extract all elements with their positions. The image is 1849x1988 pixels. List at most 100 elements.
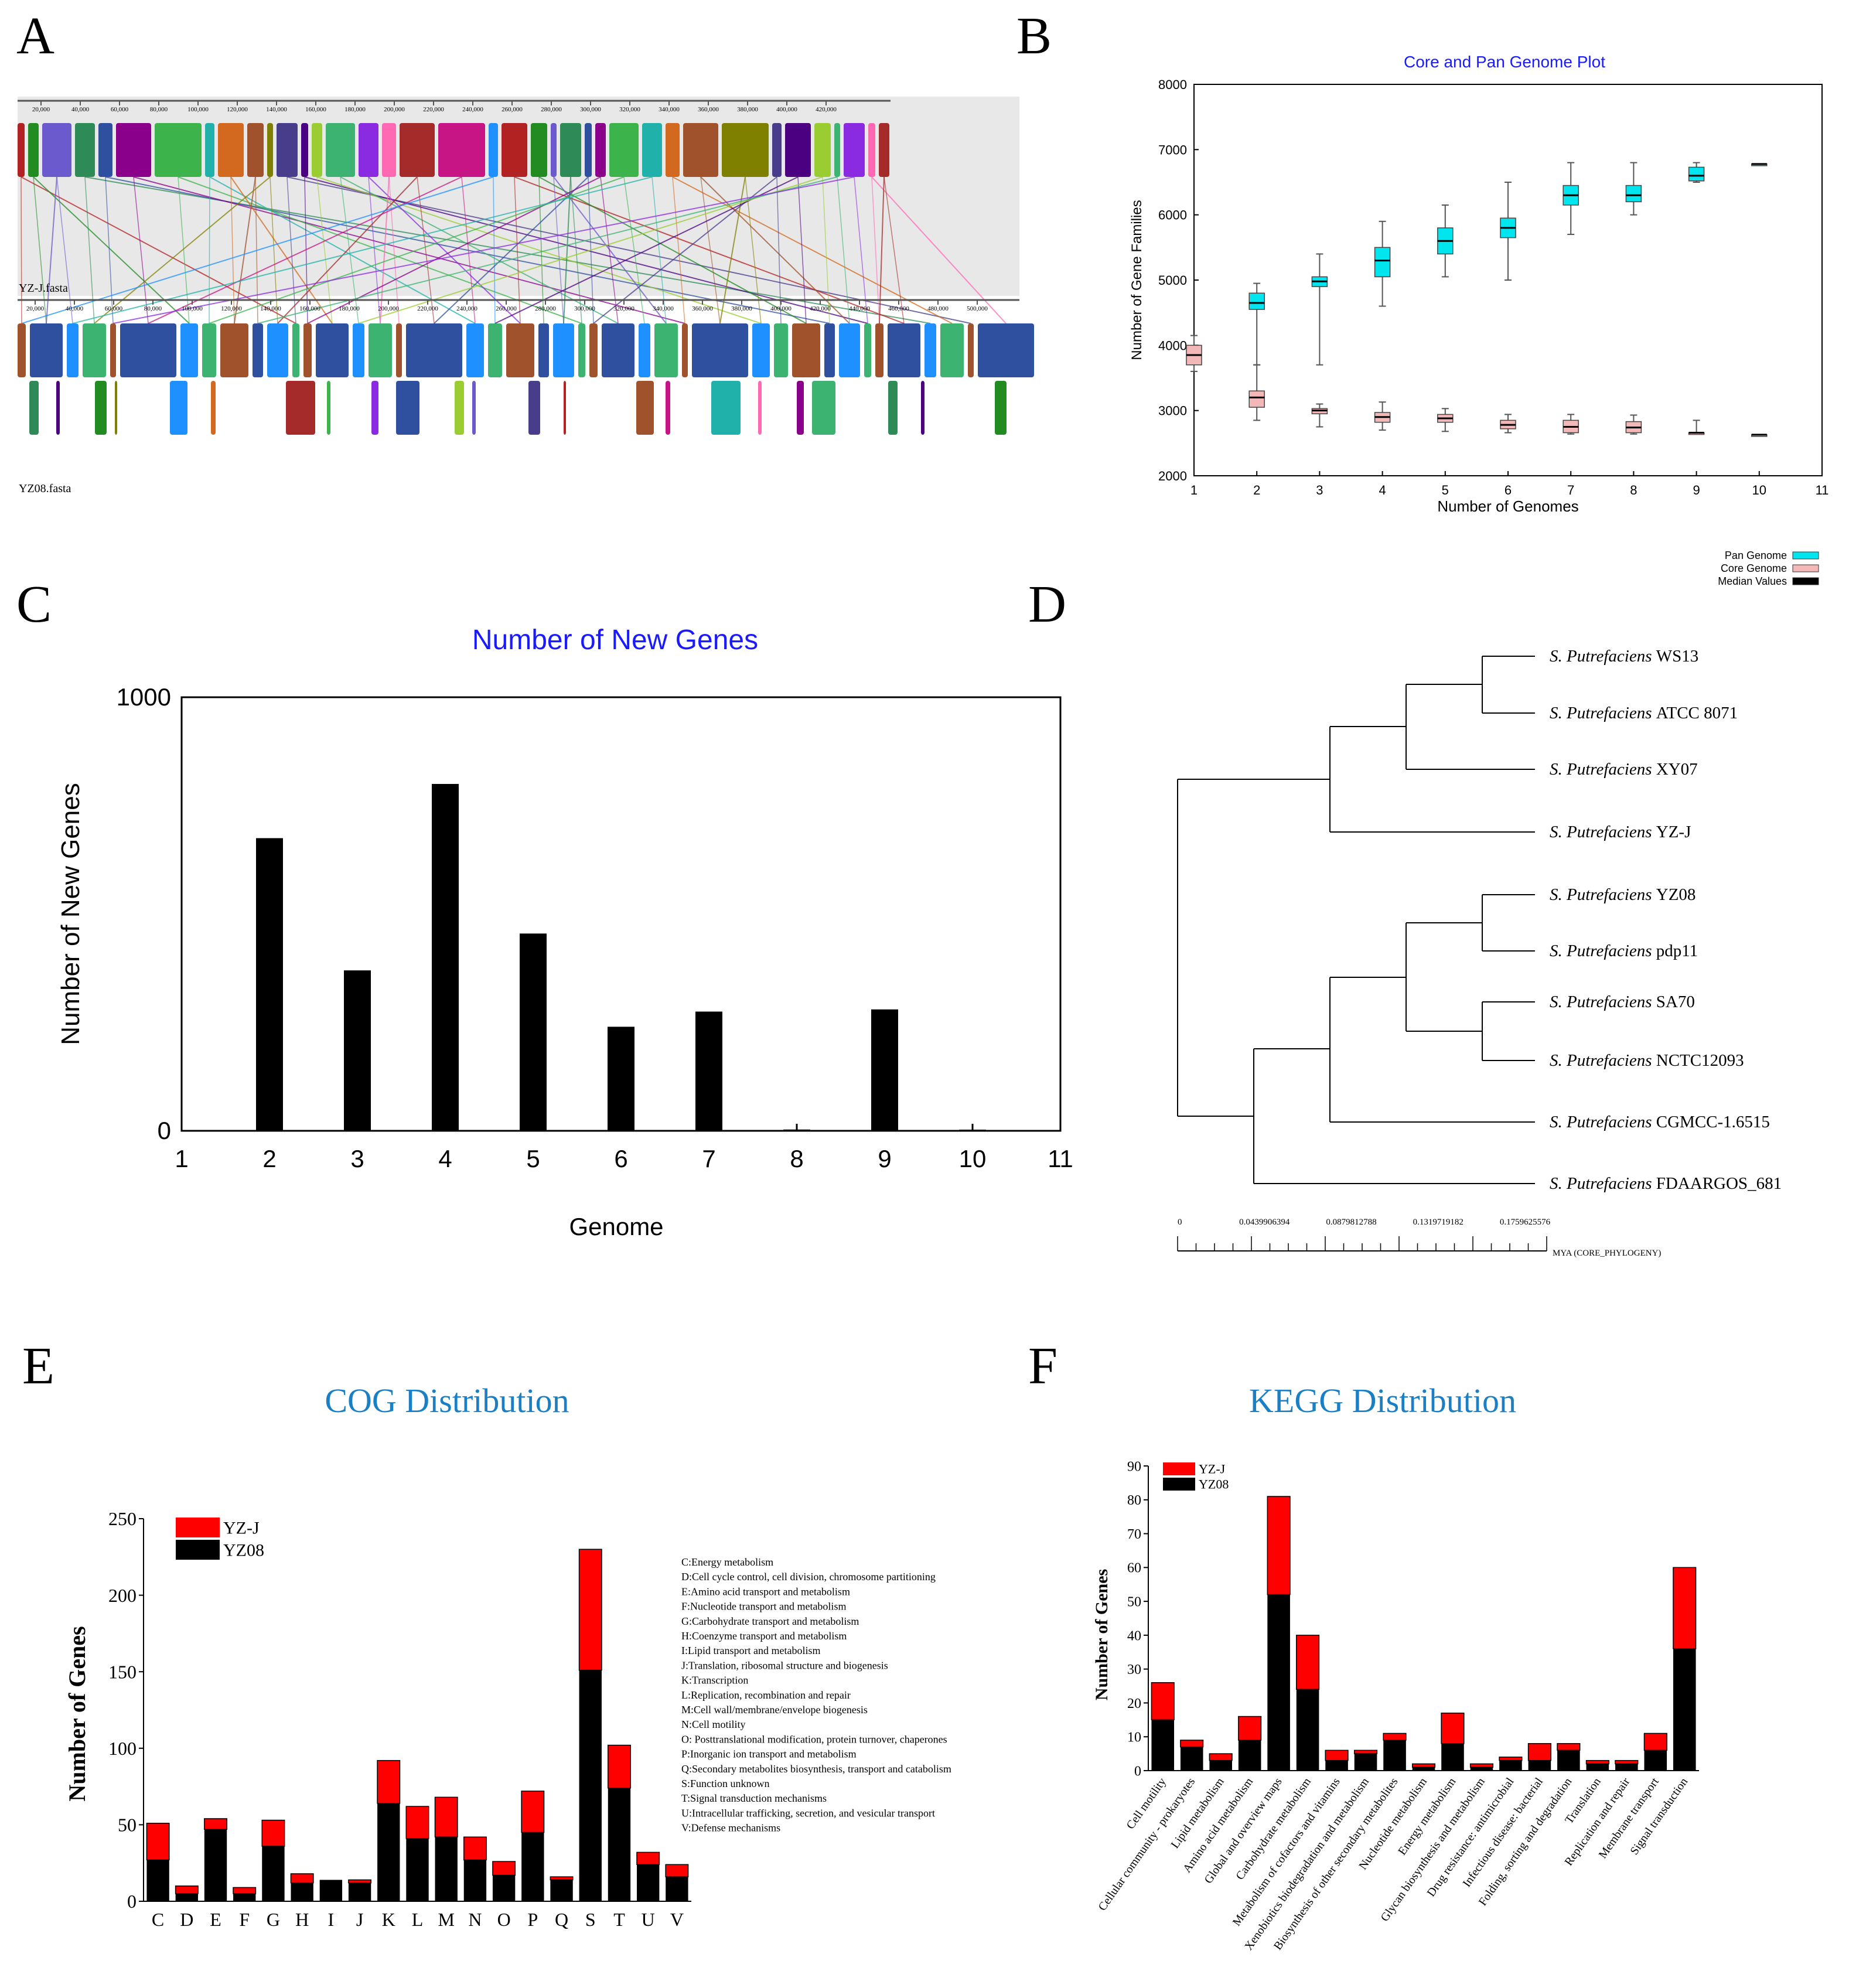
y-tick-label: 1000	[117, 683, 171, 711]
x-tick-label: 11	[1816, 483, 1829, 497]
leaf-strain: SA70	[1656, 993, 1695, 1011]
genome2-inverted-block	[56, 381, 60, 435]
synteny-line	[133, 176, 149, 324]
ruler1-tick-label: 60,000	[111, 106, 129, 113]
x-tick-label: G	[267, 1909, 280, 1930]
y-tick-label: 20	[1127, 1696, 1141, 1711]
genome2-inverted-blocks	[29, 381, 1007, 435]
genome2-block	[110, 323, 116, 377]
cog-description: C:Energy metabolism	[681, 1556, 773, 1568]
cog-description: H:Coenzyme transport and metabolism	[681, 1630, 847, 1642]
genome-alignment-panel: 20,000 40,000 60,000 80,000 100,000 120,000 14…	[18, 97, 1034, 495]
genome2-inverted-block	[636, 381, 654, 435]
genome1-block	[267, 123, 273, 177]
synteny-line	[822, 176, 830, 324]
genome1-block	[585, 123, 592, 177]
genome2-block	[875, 323, 883, 377]
genome1-block	[785, 123, 811, 177]
x-tick-label: 2	[262, 1145, 276, 1172]
ruler1-tick-label: 100,000	[187, 106, 209, 113]
bar	[432, 784, 459, 1131]
ruler1-tick-label: 240,000	[462, 106, 483, 113]
y-tick-label: 30	[1127, 1662, 1141, 1677]
bar-yz08	[636, 1864, 660, 1901]
ruler2: 20,000 40,000 60,000 80,000 100,000 120,000 14…	[26, 300, 988, 312]
y-tick-label: 80	[1127, 1493, 1141, 1508]
synteny-line	[871, 176, 880, 324]
x-tick-label: 3	[1316, 483, 1323, 497]
bar-yz08	[550, 1880, 573, 1901]
ruler1-tick-label: 260,000	[502, 106, 523, 113]
chart-e-title: COG Distribution	[325, 1382, 569, 1420]
bar-yzj	[377, 1759, 401, 1804]
cog-description: M:Cell wall/membrane/envelope biogenesis	[681, 1704, 868, 1716]
bar-yzj	[233, 1887, 257, 1894]
leaf-strain: CGMCC-1.6515	[1656, 1113, 1770, 1131]
genome2-inverted-block	[528, 381, 540, 435]
genome1-block	[98, 123, 112, 177]
x-tick-label: 5	[1442, 483, 1449, 497]
panel-letter-b: B	[1016, 7, 1052, 65]
bar-yzj	[175, 1885, 199, 1894]
synteny-line	[46, 176, 57, 324]
synteny-line	[21, 176, 494, 324]
y-tick-label: 60	[1127, 1561, 1141, 1576]
synteny-line	[797, 176, 807, 324]
bar-yzj	[1325, 1750, 1349, 1761]
genome2-block	[553, 323, 574, 377]
bar-yz08	[146, 1860, 169, 1901]
cog-description: O: Posttranslational modification, prote…	[681, 1733, 947, 1745]
leaf-strain: FDAARGOS_681	[1656, 1174, 1782, 1193]
ruler1-tick-label: 380,000	[737, 106, 758, 113]
chart-c-bars	[256, 784, 986, 1131]
genome2-block	[466, 323, 484, 377]
bar-yzj	[290, 1873, 314, 1884]
ruler2-tick-label: 400,000	[770, 305, 792, 312]
bar-yz08	[579, 1670, 602, 1901]
y-tick-label: 6000	[1158, 208, 1187, 223]
panel-letter-d: D	[1028, 575, 1066, 633]
synteny-line	[600, 176, 619, 324]
ruler2-tick-label: 80,000	[144, 305, 162, 312]
leaf-label: S. Putrefaciens FDAARGOS_681	[1550, 1174, 1782, 1193]
x-tick-label: K	[382, 1909, 395, 1930]
pan-genome-box	[1248, 292, 1265, 310]
ruler1-tick-label: 220,000	[423, 106, 444, 113]
leaf-label: S. Putrefaciens NCTC12093	[1550, 1051, 1744, 1070]
ruler1: 20,000 40,000 60,000 80,000 100,000 120,000 14…	[32, 101, 837, 113]
bar-yzj	[665, 1864, 689, 1877]
chart-c-title: Number of New Genes	[472, 625, 758, 656]
x-tick-label: C	[152, 1909, 164, 1930]
bar	[608, 1027, 634, 1131]
genome2-block	[978, 323, 1034, 377]
ruler1-tick-label: 160,000	[305, 106, 326, 113]
bar-yzj	[578, 1549, 602, 1671]
chart-e-descriptions: C:Energy metabolism D:Cell cycle control,…	[681, 1556, 951, 1834]
cog-description: Q:Secondary metabolites biosynthesis, tr…	[681, 1763, 951, 1775]
x-tick-label: 8	[1630, 483, 1637, 497]
bar-yz08	[1412, 1767, 1435, 1771]
ruler2-tick-label: 160,000	[299, 305, 320, 312]
bar	[256, 838, 283, 1131]
ruler2-tick-label: 360,000	[692, 305, 713, 312]
genome2-block	[940, 323, 964, 377]
synteny-line	[105, 176, 114, 324]
genome1-block	[844, 123, 865, 177]
genome2-block	[654, 323, 678, 377]
y-tick-label: 4000	[1158, 338, 1187, 353]
chart-f-bars	[1151, 1496, 1697, 1771]
y-tick-label: 2000	[1158, 469, 1187, 483]
leaf-strain: ATCC 8071	[1656, 704, 1738, 722]
x-tick-label: O	[497, 1909, 511, 1930]
genome2-block	[602, 323, 634, 377]
leaf-species: S. Putrefaciens	[1550, 993, 1656, 1011]
genome2-inverted-block	[921, 381, 924, 435]
genome2-block	[682, 323, 688, 377]
x-tick-label: 7	[1567, 483, 1574, 497]
genome1-block	[277, 123, 298, 177]
bar-yzj	[1180, 1740, 1204, 1748]
x-tick-label: F	[239, 1909, 250, 1930]
bar-yz08	[1325, 1760, 1348, 1771]
bar	[695, 1011, 722, 1131]
synteny-line	[623, 176, 645, 324]
